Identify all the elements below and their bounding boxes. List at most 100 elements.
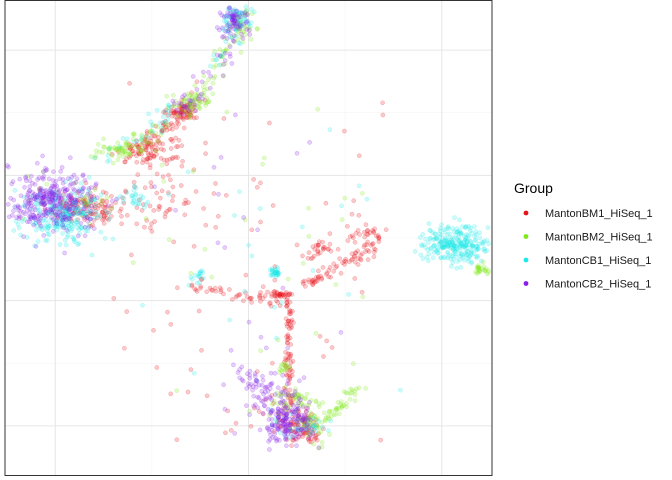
point-mantonbm2-hiseq-1 (155, 138, 161, 144)
point-mantonbm2-hiseq-1 (352, 388, 358, 394)
point-mantoncb2-hiseq-1 (47, 187, 53, 192)
point-mantoncb2-hiseq-1 (296, 395, 302, 401)
point-mantonbm1-hiseq-1 (291, 320, 296, 325)
point-mantonbm1-hiseq-1 (213, 181, 218, 186)
point-mantonbm2-hiseq-1 (88, 154, 94, 159)
point-mantonbm1-hiseq-1 (279, 291, 285, 297)
point-mantoncb2-hiseq-1 (295, 418, 301, 424)
point-mantoncb2-hiseq-1 (89, 203, 94, 209)
point-mantonbm2-hiseq-1 (309, 429, 314, 434)
point-mantoncb1-hiseq-1 (440, 245, 446, 251)
point-mantonbm2-hiseq-1 (314, 425, 320, 430)
point-mantonbm1-hiseq-1 (134, 159, 140, 165)
point-mantonbm1-hiseq-1 (287, 355, 293, 361)
point-mantoncb2-hiseq-1 (230, 17, 235, 23)
point-mantoncb1-hiseq-1 (92, 203, 98, 209)
point-mantoncb1-hiseq-1 (66, 213, 72, 219)
point-mantonbm2-hiseq-1 (275, 337, 281, 343)
point-mantonbm1-hiseq-1 (60, 208, 65, 214)
point-mantonbm1-hiseq-1 (142, 136, 148, 142)
point-mantoncb1-hiseq-1 (110, 236, 116, 242)
point-mantonbm1-hiseq-1 (168, 110, 174, 116)
point-mantoncb1-hiseq-1 (275, 269, 281, 275)
point-mantoncb2-hiseq-1 (268, 411, 273, 416)
point-mantonbm1-hiseq-1 (321, 246, 326, 252)
point-mantoncb1-hiseq-1 (131, 187, 137, 193)
point-mantonbm1-hiseq-1 (109, 203, 115, 209)
point-mantonbm2-hiseq-1 (220, 49, 226, 55)
point-mantoncb1-hiseq-1 (244, 8, 249, 14)
point-mantonbm2-hiseq-1 (83, 200, 89, 206)
point-mantoncb1-hiseq-1 (22, 202, 28, 208)
point-mantoncb1-hiseq-1 (57, 222, 63, 227)
point-mantoncb1-hiseq-1 (159, 125, 165, 131)
point-mantonbm1-hiseq-1 (290, 421, 296, 427)
point-mantonbm1-hiseq-1 (279, 411, 285, 417)
point-mantonbm1-hiseq-1 (316, 242, 321, 248)
point-mantonbm2-hiseq-1 (211, 64, 217, 70)
point-mantoncb2-hiseq-1 (267, 429, 272, 435)
point-mantoncb2-hiseq-1 (255, 227, 260, 233)
point-mantoncb1-hiseq-1 (257, 206, 263, 211)
point-mantoncb2-hiseq-1 (248, 381, 254, 387)
point-mantonbm1-hiseq-1 (89, 194, 95, 200)
point-mantoncb1-hiseq-1 (468, 225, 473, 231)
point-mantoncb2-hiseq-1 (304, 427, 309, 432)
point-mantonbm2-hiseq-1 (277, 366, 283, 372)
point-mantonbm1-hiseq-1 (358, 257, 364, 263)
point-mantonbm1-hiseq-1 (271, 401, 276, 406)
point-mantoncb2-hiseq-1 (233, 18, 238, 24)
point-mantonbm1-hiseq-1 (176, 137, 182, 143)
point-mantonbm2-hiseq-1 (115, 157, 121, 163)
point-mantonbm1-hiseq-1 (326, 268, 332, 273)
point-mantonbm1-hiseq-1 (350, 256, 355, 262)
point-mantonbm2-hiseq-1 (290, 395, 296, 401)
point-mantoncb1-hiseq-1 (55, 194, 61, 200)
point-mantonbm1-hiseq-1 (306, 436, 311, 442)
point-mantoncb2-hiseq-1 (227, 11, 233, 16)
point-mantoncb2-hiseq-1 (26, 200, 32, 206)
point-mantonbm1-hiseq-1 (308, 439, 314, 445)
point-mantoncb1-hiseq-1 (467, 228, 473, 234)
point-mantoncb1-hiseq-1 (449, 240, 455, 245)
point-mantonbm2-hiseq-1 (25, 173, 31, 179)
point-mantoncb2-hiseq-1 (283, 428, 289, 434)
point-mantoncb2-hiseq-1 (282, 422, 288, 427)
point-mantoncb1-hiseq-1 (63, 225, 69, 230)
point-mantoncb1-hiseq-1 (281, 415, 287, 421)
point-mantoncb1-hiseq-1 (49, 205, 55, 211)
point-mantonbm1-hiseq-1 (136, 144, 142, 150)
point-mantonbm1-hiseq-1 (291, 438, 296, 443)
point-mantoncb2-hiseq-1 (48, 200, 54, 205)
point-mantoncb2-hiseq-1 (9, 181, 15, 187)
point-mantoncb2-hiseq-1 (247, 368, 253, 374)
point-mantoncb1-hiseq-1 (41, 200, 47, 206)
point-mantonbm2-hiseq-1 (119, 145, 125, 151)
point-mantonbm1-hiseq-1 (178, 114, 184, 120)
point-mantonbm1-hiseq-1 (146, 140, 152, 146)
point-mantoncb1-hiseq-1 (57, 212, 63, 218)
point-mantoncb1-hiseq-1 (464, 238, 470, 244)
point-mantonbm1-hiseq-1 (310, 255, 315, 261)
point-mantoncb2-hiseq-1 (278, 424, 284, 430)
point-mantonbm1-hiseq-1 (183, 200, 189, 206)
point-mantonbm2-hiseq-1 (322, 410, 327, 416)
point-mantoncb2-hiseq-1 (67, 209, 72, 215)
point-mantoncb1-hiseq-1 (65, 232, 71, 238)
point-mantonbm2-hiseq-1 (165, 122, 171, 128)
point-mantoncb2-hiseq-1 (35, 213, 41, 219)
point-mantoncb2-hiseq-1 (301, 426, 307, 432)
point-mantonbm1-hiseq-1 (274, 420, 280, 425)
point-mantoncb2-hiseq-1 (18, 193, 24, 199)
point-mantoncb2-hiseq-1 (255, 394, 261, 400)
point-mantoncb1-hiseq-1 (450, 247, 456, 252)
point-mantonbm1-hiseq-1 (313, 435, 319, 441)
point-mantoncb1-hiseq-1 (63, 214, 69, 220)
point-mantonbm2-hiseq-1 (192, 83, 198, 89)
point-mantoncb1-hiseq-1 (81, 209, 87, 215)
point-mantoncb1-hiseq-1 (197, 280, 202, 285)
point-mantoncb2-hiseq-1 (49, 191, 55, 197)
point-mantoncb2-hiseq-1 (299, 427, 305, 432)
point-mantoncb2-hiseq-1 (234, 24, 240, 30)
point-mantonbm2-hiseq-1 (194, 97, 200, 103)
